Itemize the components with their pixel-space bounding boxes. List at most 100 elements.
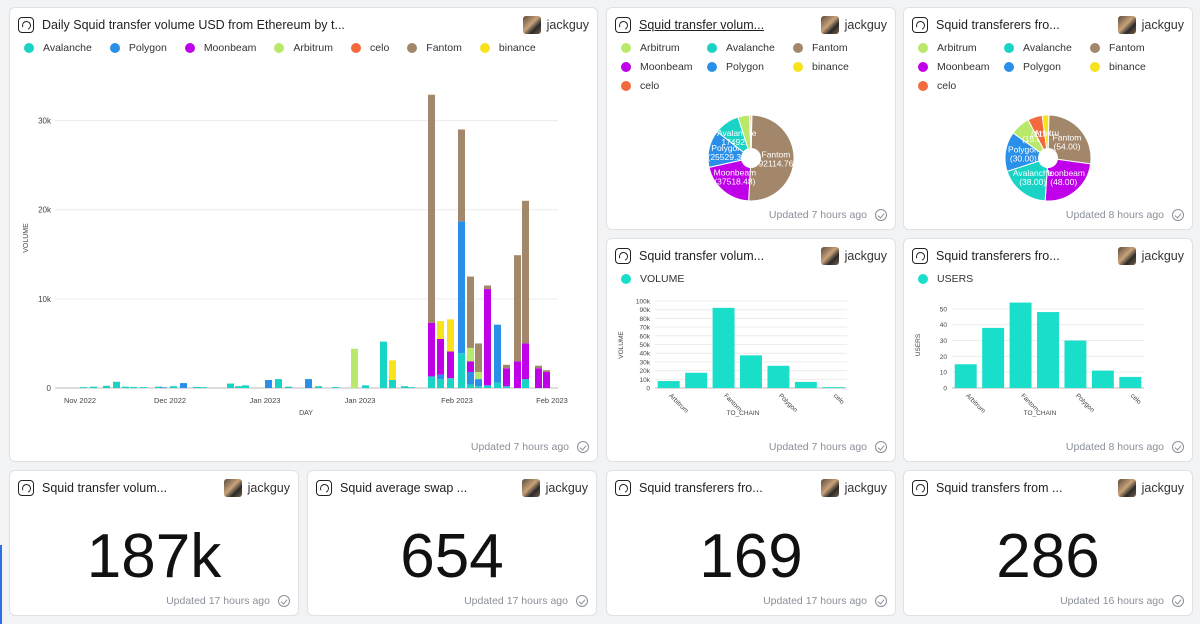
bar-segment	[332, 387, 339, 388]
y-tick-label: 40k	[640, 351, 651, 358]
bar	[685, 372, 708, 388]
author[interactable]: jackguy	[1117, 247, 1184, 265]
bar-segment	[467, 276, 474, 348]
author[interactable]: jackguy	[1117, 479, 1184, 497]
bar	[1009, 302, 1032, 388]
legend-item[interactable]: Fantom	[1090, 38, 1172, 57]
legend-item[interactable]: celo	[351, 38, 389, 57]
flipside-logo-icon	[316, 480, 332, 496]
legend-item[interactable]: Fantom	[407, 38, 462, 57]
legend-item[interactable]: VOLUME	[621, 269, 684, 288]
legend-item[interactable]: celo	[918, 76, 1000, 95]
pie-label: Moonbeam	[1042, 168, 1085, 178]
card-title[interactable]: Squid transfers from ...	[936, 481, 1063, 495]
legend-item[interactable]: USERS	[918, 269, 973, 288]
flipside-logo-icon	[18, 17, 34, 33]
pie-label: (48.00)	[1050, 177, 1077, 187]
y-tick-label: 0	[646, 386, 650, 393]
legend-item[interactable]: Polygon	[1004, 57, 1086, 76]
bar-segment	[447, 319, 454, 352]
updated-status: Updated 17 hours ago	[464, 595, 588, 607]
legend-item[interactable]: Arbitrum	[274, 38, 333, 57]
card-header: Squid transferers fro... jackguy	[912, 245, 1184, 267]
legend-dot	[1090, 42, 1100, 53]
card-header: Squid transfer volum... jackguy	[615, 245, 887, 267]
legend-dot	[24, 42, 34, 53]
legend-dot	[621, 61, 631, 72]
avatar	[1117, 247, 1136, 265]
x-tick-label: Polygon	[777, 392, 799, 414]
author[interactable]: jackguy	[1117, 16, 1184, 34]
bar-segment	[475, 343, 482, 372]
y-tick-label: 70k	[640, 325, 651, 332]
legend-item[interactable]: Arbitrum	[621, 38, 703, 57]
legend-item[interactable]: binance	[793, 57, 875, 76]
legend-item[interactable]: Moonbeam	[184, 38, 256, 57]
bar-segment	[535, 368, 542, 388]
pie-label: 17492.0	[721, 137, 752, 147]
legend-dot	[621, 42, 631, 53]
bar-segment	[389, 379, 396, 388]
card-title[interactable]: Squid transferers fro...	[639, 481, 763, 495]
card-header: Squid transfers from ... jackguy	[912, 477, 1184, 499]
author-name: jackguy	[1141, 249, 1184, 263]
x-tick-label: celo	[832, 392, 846, 406]
check-icon	[1172, 595, 1184, 607]
legend-item[interactable]: Avalanche	[1004, 38, 1086, 57]
legend-item[interactable]: celo	[621, 76, 703, 95]
bar-segment	[113, 381, 120, 388]
card-header: Squid transferers fro... jackguy	[615, 477, 887, 499]
legend-item[interactable]: Moonbeam	[918, 57, 1000, 76]
y-tick-label: 30k	[640, 359, 651, 366]
y-tick-label: 20k	[640, 368, 651, 375]
author[interactable]: jackguy	[820, 479, 887, 497]
bar-segment	[503, 368, 510, 387]
card-title[interactable]: Squid average swap ...	[340, 481, 468, 495]
pie-label: Avalanche	[717, 128, 757, 138]
updated-status: Updated 7 hours ago	[769, 209, 887, 221]
bar-segment	[103, 385, 110, 388]
legend-item[interactable]: Avalanche	[24, 38, 92, 57]
flipside-logo-icon	[615, 17, 631, 33]
card-title[interactable]: Squid transfer volum...	[639, 249, 765, 263]
legend-item[interactable]: binance	[1090, 57, 1172, 76]
author[interactable]: jackguy	[820, 16, 887, 34]
bar-segment	[475, 371, 482, 380]
legend-dot	[707, 61, 717, 72]
bar-segment	[447, 351, 454, 379]
author[interactable]: jackguy	[223, 479, 290, 497]
y-tick-label: 10k	[38, 295, 52, 304]
bar	[982, 327, 1005, 388]
bar-segment	[193, 386, 200, 388]
legend-dot	[918, 42, 928, 53]
legend-item[interactable]: Moonbeam	[621, 57, 703, 76]
legend-item[interactable]: binance	[479, 38, 536, 57]
author[interactable]: jackguy	[521, 479, 588, 497]
x-tick-label: Nov 2022	[64, 396, 96, 405]
card-title[interactable]: Squid transfer volum...	[42, 481, 168, 495]
pie-slice	[1047, 114, 1092, 165]
pie-label: (15.0	[1022, 134, 1042, 144]
author-name: jackguy	[844, 249, 887, 263]
transferers-card: Squid transferers fro... jackguy 169 Upd…	[606, 470, 896, 616]
y-tick-label: 50k	[640, 342, 651, 349]
pie-label: Arbitru	[1034, 128, 1059, 138]
card-title[interactable]: Squid transferers fro...	[936, 18, 1060, 32]
legend-label: Arbitrum	[293, 41, 334, 54]
card-title[interactable]: Squid transferers fro...	[936, 249, 1060, 263]
legend-item[interactable]: Polygon	[707, 57, 789, 76]
legend-item[interactable]: Fantom	[793, 38, 875, 57]
author[interactable]: jackguy	[820, 247, 887, 265]
author[interactable]: jackguy	[522, 16, 589, 34]
legend-item[interactable]: Polygon	[109, 38, 167, 57]
pie-label: Avalanche	[1013, 168, 1053, 178]
bar-segment	[408, 387, 415, 388]
card-title[interactable]: Squid transfer volum...	[639, 18, 765, 32]
legend-item[interactable]: Avalanche	[707, 38, 789, 57]
bar-segment	[227, 383, 234, 388]
updated-text: Updated 17 hours ago	[464, 595, 568, 607]
y-tick-label: 20k	[38, 206, 52, 215]
legend-item[interactable]: Arbitrum	[918, 38, 1000, 57]
card-title[interactable]: Daily Squid transfer volume USD from Eth…	[42, 18, 345, 32]
